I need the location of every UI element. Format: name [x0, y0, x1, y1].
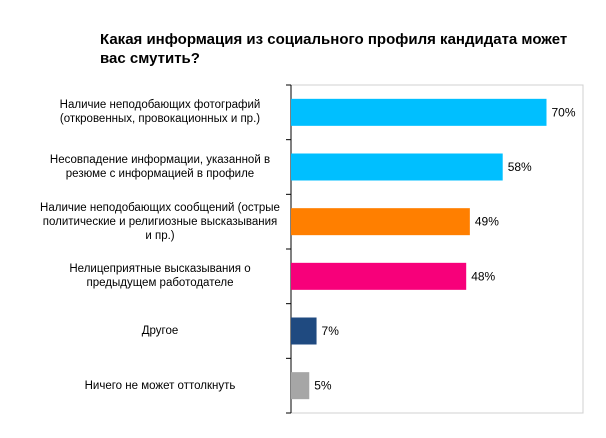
bar [291, 262, 467, 290]
category-label: Нелицеприятные высказывания о предыдущем… [69, 263, 251, 290]
data-label: 5% [314, 379, 332, 393]
chart-title: Какая информация из социального профиля … [100, 31, 568, 67]
plot-border [290, 84, 584, 414]
bar [291, 153, 503, 181]
bar [291, 317, 317, 345]
bar [291, 98, 547, 126]
data-label: 58% [508, 160, 532, 174]
category-label: Несовпадение информации, указанной в рез… [49, 154, 271, 180]
data-label: 7% [322, 324, 340, 338]
bar [291, 208, 470, 236]
category-label: Ничего не может оттолкнуть [84, 379, 236, 392]
category-label: Наличие неподобающих сообщений (острые п… [40, 201, 280, 242]
bar [291, 372, 310, 400]
category-label: Наличие неподобающих фотографий (открове… [59, 99, 261, 126]
category-label: Другое [141, 325, 179, 337]
data-label: 48% [471, 269, 495, 283]
data-label: 70% [552, 105, 576, 119]
data-label: 49% [475, 215, 499, 229]
